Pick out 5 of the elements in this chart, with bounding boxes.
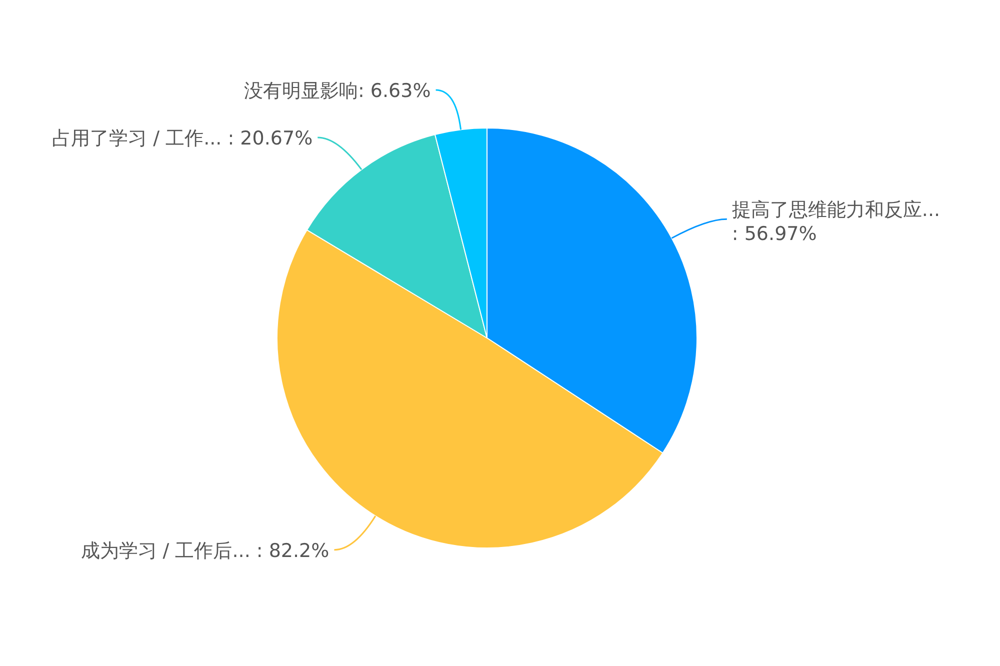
slice-label: 提高了思维能力和反应... [732,199,940,222]
data-label: : 56.97% [732,223,817,246]
slice-label: 没有明显影响: 6.63% [244,80,431,102]
slice-label: 成为学习 / 工作后... : 82.2% [80,540,330,562]
slice-label: 占用了学习 / 工作... : 20.67% [52,128,313,150]
